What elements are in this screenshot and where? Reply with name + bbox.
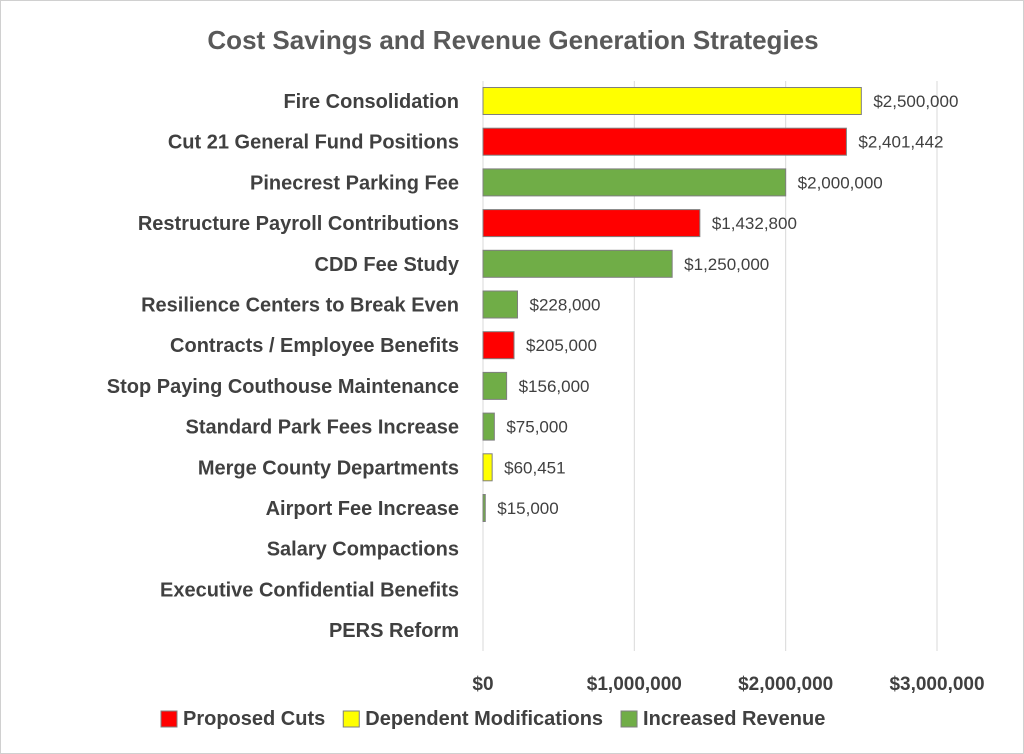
category-label: Executive Confidential Benefits [160,579,459,601]
bars [482,87,862,522]
legend: Proposed Cuts Dependent Modifications Incr… [160,708,825,730]
category-label: Fire Consolidation [283,91,459,113]
data-label: $60,451 [504,458,565,477]
bar [482,453,493,482]
category-label: Salary Compactions [267,539,459,561]
legend-label: Dependent Modifications [365,708,603,730]
category-label: Merge County Departments [198,457,459,479]
bar [482,412,495,441]
data-label: $156,000 [519,377,590,396]
chart-title: Cost Savings and Revenue Generation Stra… [207,25,818,55]
x-tick-label: $1,000,000 [587,674,682,695]
legend-swatch [160,710,178,728]
data-label: $2,500,000 [873,92,958,111]
bar [482,371,508,400]
x-axis-tick-labels: $0 $1,000,000 $2,000,000 $3,000,000 [472,674,984,695]
category-label: CDD Fee Study [315,254,460,276]
bar [482,127,847,156]
data-label: $228,000 [530,296,601,315]
data-label: $75,000 [506,418,567,437]
category-label: Resilience Centers to Break Even [141,295,459,317]
x-tick-label: $0 [472,674,493,695]
data-labels: $2,500,000 $2,401,442 $2,000,000 $1,432,800… [497,92,958,518]
x-tick-label: $2,000,000 [738,674,833,695]
bar [482,249,673,278]
bar [482,331,515,360]
bar [482,209,701,238]
legend-label: Proposed Cuts [183,708,325,730]
category-label: Standard Park Fees Increase [186,417,459,439]
legend-label: Increased Revenue [643,708,825,730]
data-label: $1,250,000 [684,255,769,274]
data-label: $2,000,000 [798,173,883,192]
data-label: $15,000 [497,499,558,518]
data-label: $1,432,800 [712,214,797,233]
gridlines [482,81,938,651]
bar [482,494,486,522]
bar [482,168,787,197]
category-label: Pinecrest Parking Fee [250,172,459,194]
x-tick-label: $3,000,000 [889,674,984,695]
legend-swatch [620,710,638,728]
category-label: Airport Fee Increase [266,498,459,520]
category-label: Contracts / Employee Benefits [170,335,459,357]
category-label: Stop Paying Couthouse Maintenance [107,376,459,398]
category-label: PERS Reform [329,620,459,642]
data-label: $205,000 [526,336,597,355]
category-label: Restructure Payroll Contributions [138,213,459,235]
bar [482,87,862,115]
category-labels: Fire Consolidation Cut 21 General Fund Po… [107,91,460,642]
legend-swatch [342,710,360,728]
data-label: $2,401,442 [858,133,943,152]
bar [482,290,519,319]
category-label: Cut 21 General Fund Positions [168,132,459,154]
